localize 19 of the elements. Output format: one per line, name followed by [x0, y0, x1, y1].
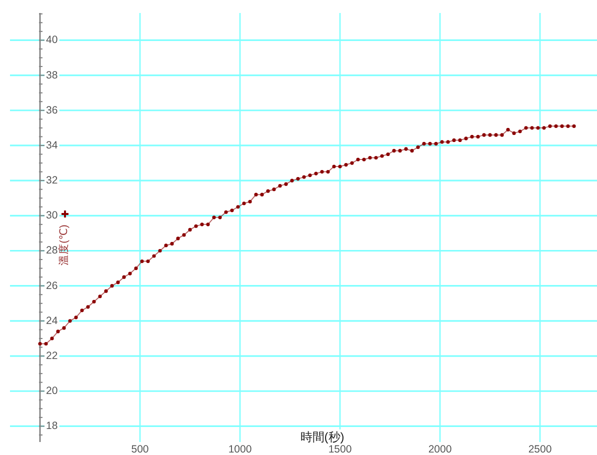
y-tick-label: 20	[46, 385, 58, 398]
x-tick-label: 500	[131, 444, 149, 455]
y-tick-label: 32	[46, 174, 58, 187]
y-tick-label: 22	[46, 350, 58, 362]
y-axis-title: 溫度(℃)	[57, 224, 70, 266]
x-axis-title: 時間(秒)	[300, 430, 344, 444]
y-tick-label: 34	[46, 139, 58, 152]
x-tick-label: 2000	[428, 444, 452, 455]
y-tick-label: 26	[46, 280, 58, 292]
y-tick-label: 36	[46, 104, 58, 116]
y-tick-label: 40	[46, 34, 58, 46]
y-tick-label: 38	[46, 69, 58, 82]
x-tick-label: 1000	[228, 444, 252, 455]
x-tick-label: 1500	[328, 444, 352, 455]
x-tick-label: 2500	[528, 444, 552, 455]
y-tick-label: 18	[46, 420, 58, 432]
y-tick-label: 28	[46, 244, 58, 257]
y-tick-label: 30	[46, 210, 58, 222]
y-tick-label: 24	[46, 314, 58, 327]
